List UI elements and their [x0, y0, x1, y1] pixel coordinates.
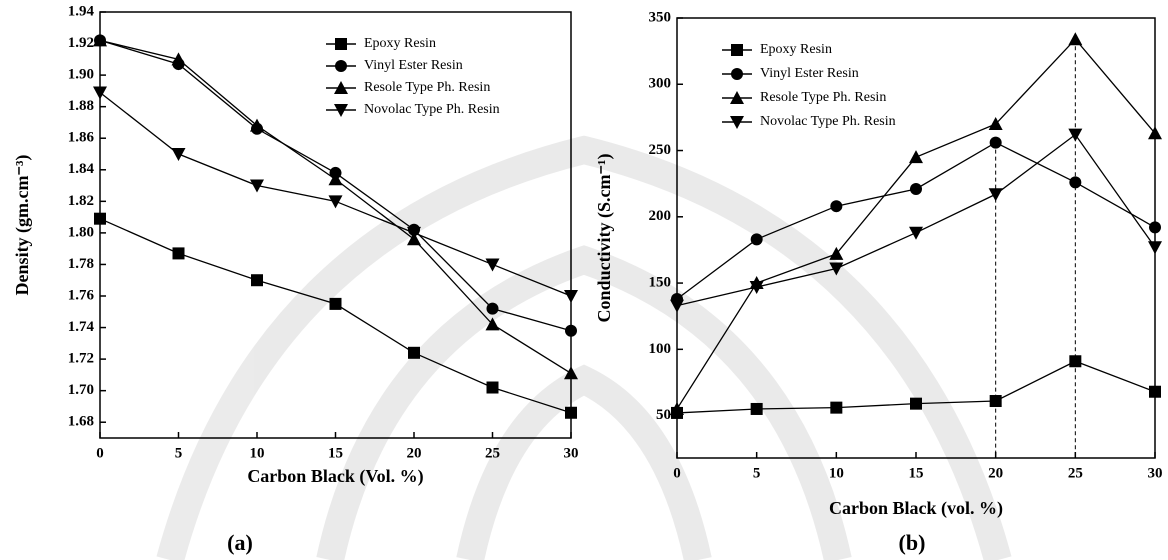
marker: [172, 148, 186, 161]
legend-label: Resole Type Ph. Resin: [760, 90, 886, 105]
plot-frame: [100, 12, 571, 438]
marker: [751, 233, 763, 245]
marker: [1149, 386, 1161, 398]
x-tick-label: 5: [175, 445, 183, 461]
x-tick-label: 30: [1148, 465, 1163, 481]
caption: (a): [227, 530, 253, 555]
y-tick-label: 150: [649, 274, 672, 290]
marker: [751, 403, 763, 415]
marker: [830, 402, 842, 414]
marker: [94, 213, 106, 225]
marker: [910, 183, 922, 195]
figure: 1.68 1.70 1.72 1.74 1.76 1.78 1.80 1.82 1.84 1.86…: [0, 0, 1168, 560]
marker: [173, 247, 185, 259]
marker: [990, 395, 1002, 407]
y-axis-label: Density (gm.cm⁻³): [12, 155, 33, 296]
marker: [1069, 176, 1081, 188]
legend: Epoxy Resin Vinyl Ester Resin Resole Type …: [326, 36, 500, 117]
marker: [1149, 221, 1161, 233]
y-tick-label: 250: [649, 142, 672, 158]
x-tick-label: 20: [407, 445, 422, 461]
y-tick-label: 1.72: [68, 351, 94, 367]
x-tick-label: 5: [753, 465, 761, 481]
marker: [408, 347, 420, 359]
y-tick-label: 200: [649, 208, 672, 224]
caption: (b): [899, 530, 926, 555]
marker: [909, 227, 923, 240]
marker: [565, 407, 577, 419]
marker: [989, 188, 1003, 201]
legend-marker: [335, 38, 347, 50]
marker: [251, 274, 263, 286]
legend-label: Vinyl Ester Resin: [364, 58, 463, 73]
y-tick-label: 1.84: [68, 161, 95, 177]
marker: [910, 398, 922, 410]
y-tick-label: 1.74: [68, 319, 95, 335]
x-axis-label: Carbon Black (Vol. %): [247, 466, 423, 487]
marker: [172, 52, 186, 65]
y-tick-label: 1.76: [68, 287, 95, 303]
y-tick-label: 1.68: [68, 414, 94, 430]
legend: Epoxy Resin Vinyl Ester Resin Resole Type …: [722, 42, 896, 129]
marker: [1068, 129, 1082, 142]
marker: [329, 195, 343, 208]
legend-label: Vinyl Ester Resin: [760, 66, 859, 81]
marker: [1068, 32, 1082, 45]
x-tick-label: 15: [909, 465, 924, 481]
marker: [1148, 241, 1162, 254]
legend-label: Novolac Type Ph. Resin: [364, 102, 500, 117]
marker: [486, 258, 500, 271]
marker: [93, 86, 107, 99]
marker: [990, 137, 1002, 149]
y-tick-label: 1.94: [68, 3, 95, 19]
x-tick-label: 20: [988, 465, 1003, 481]
y-tick-label: 1.80: [68, 224, 94, 240]
marker: [909, 150, 923, 163]
y-tick-label: 1.86: [68, 130, 95, 146]
x-tick-label: 15: [328, 445, 343, 461]
y-tick-label: 1.82: [68, 193, 94, 209]
legend-label: Novolac Type Ph. Resin: [760, 114, 896, 129]
legend-label: Epoxy Resin: [364, 36, 436, 51]
x-tick-label: 30: [564, 445, 579, 461]
x-tick-label: 25: [1068, 465, 1083, 481]
x-tick-label: 0: [96, 445, 104, 461]
y-tick-label: 100: [649, 341, 672, 357]
marker: [487, 303, 499, 315]
marker: [1069, 355, 1081, 367]
x-tick-label: 25: [485, 445, 500, 461]
legend-marker: [731, 44, 743, 56]
x-tick-label: 0: [673, 465, 681, 481]
y-tick-label: 1.92: [68, 35, 94, 51]
marker: [830, 200, 842, 212]
x-axis-label: Carbon Black (vol. %): [829, 498, 1003, 519]
legend-marker: [335, 60, 347, 72]
marker: [564, 290, 578, 303]
y-tick-label: 50: [656, 407, 671, 423]
x-tick-label: 10: [829, 465, 844, 481]
legend-label: Epoxy Resin: [760, 42, 832, 57]
y-axis-label: Conductivity (S.cm⁻¹): [594, 154, 615, 323]
y-tick-label: 1.88: [68, 98, 94, 114]
y-tick-label: 1.90: [68, 67, 94, 83]
y-tick-label: 1.78: [68, 256, 94, 272]
marker: [330, 298, 342, 310]
legend-label: Resole Type Ph. Resin: [364, 80, 490, 95]
y-tick-label: 350: [649, 9, 672, 25]
marker: [565, 325, 577, 337]
y-tick-label: 300: [649, 76, 672, 92]
marker: [487, 382, 499, 394]
legend-marker: [731, 68, 743, 80]
x-tick-label: 10: [250, 445, 265, 461]
y-tick-label: 1.70: [68, 382, 94, 398]
